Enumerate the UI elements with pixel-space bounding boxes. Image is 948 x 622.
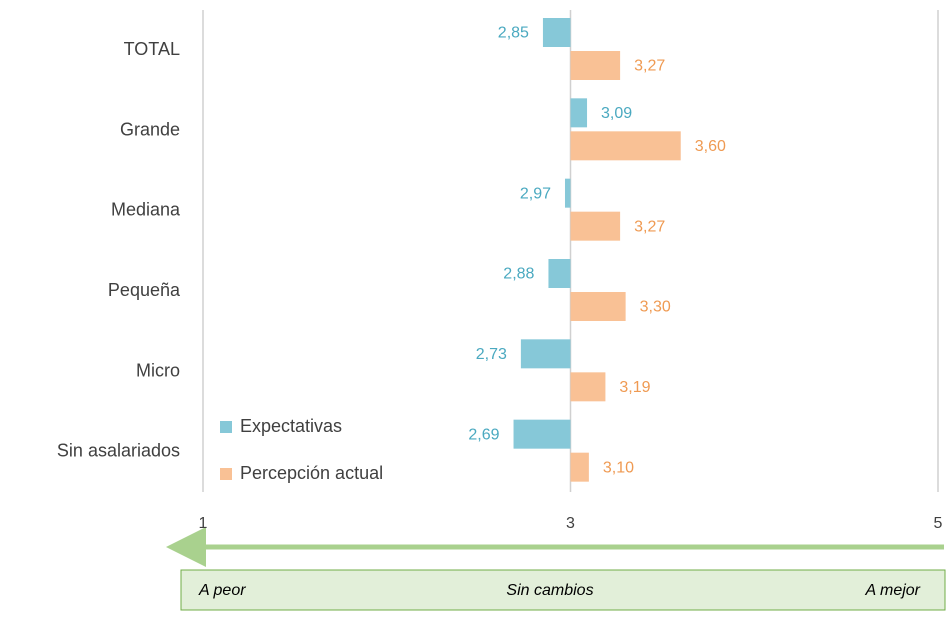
value-label: 3,19 — [619, 379, 650, 396]
legend-swatch — [220, 421, 232, 433]
legend-label: Expectativas — [240, 416, 342, 436]
category-label: Grande — [120, 119, 180, 139]
bar — [564, 178, 571, 208]
value-label: 3,27 — [634, 58, 665, 75]
scale-box — [180, 569, 946, 611]
value-label: 2,88 — [503, 266, 534, 283]
value-label: 2,69 — [468, 426, 499, 443]
bar — [570, 372, 606, 402]
bar — [548, 259, 571, 288]
bar — [570, 452, 589, 482]
value-label: 3,27 — [634, 218, 665, 235]
value-label: 3,09 — [601, 105, 632, 122]
category-label: Sin asalariados — [57, 441, 180, 461]
bar — [513, 419, 571, 449]
x-tick-label: 5 — [934, 515, 943, 532]
value-label: 2,97 — [520, 185, 551, 202]
x-tick-label: 3 — [566, 515, 575, 532]
bar — [542, 18, 571, 47]
category-label: Micro — [136, 360, 180, 380]
category-label: TOTAL — [124, 39, 180, 59]
category-label: Mediana — [111, 200, 181, 220]
value-label: 2,85 — [498, 25, 529, 42]
value-label: 3,60 — [695, 138, 726, 155]
value-label: 3,30 — [640, 299, 671, 316]
value-label: 2,73 — [476, 346, 507, 363]
scale-annotation: Sin cambios — [506, 582, 593, 599]
bar — [520, 339, 571, 369]
legend-swatch — [220, 468, 232, 480]
bar — [570, 131, 681, 161]
bar — [570, 211, 621, 241]
bar — [570, 98, 588, 128]
scale-annotation: A peor — [198, 582, 246, 599]
bar — [570, 51, 621, 80]
scale-annotation: A mejor — [864, 582, 920, 599]
legend-label: Percepción actual — [240, 463, 383, 483]
x-tick-label: 1 — [199, 515, 208, 532]
value-label: 3,10 — [603, 459, 634, 476]
category-label: Pequeña — [108, 280, 181, 300]
bar — [570, 292, 626, 321]
